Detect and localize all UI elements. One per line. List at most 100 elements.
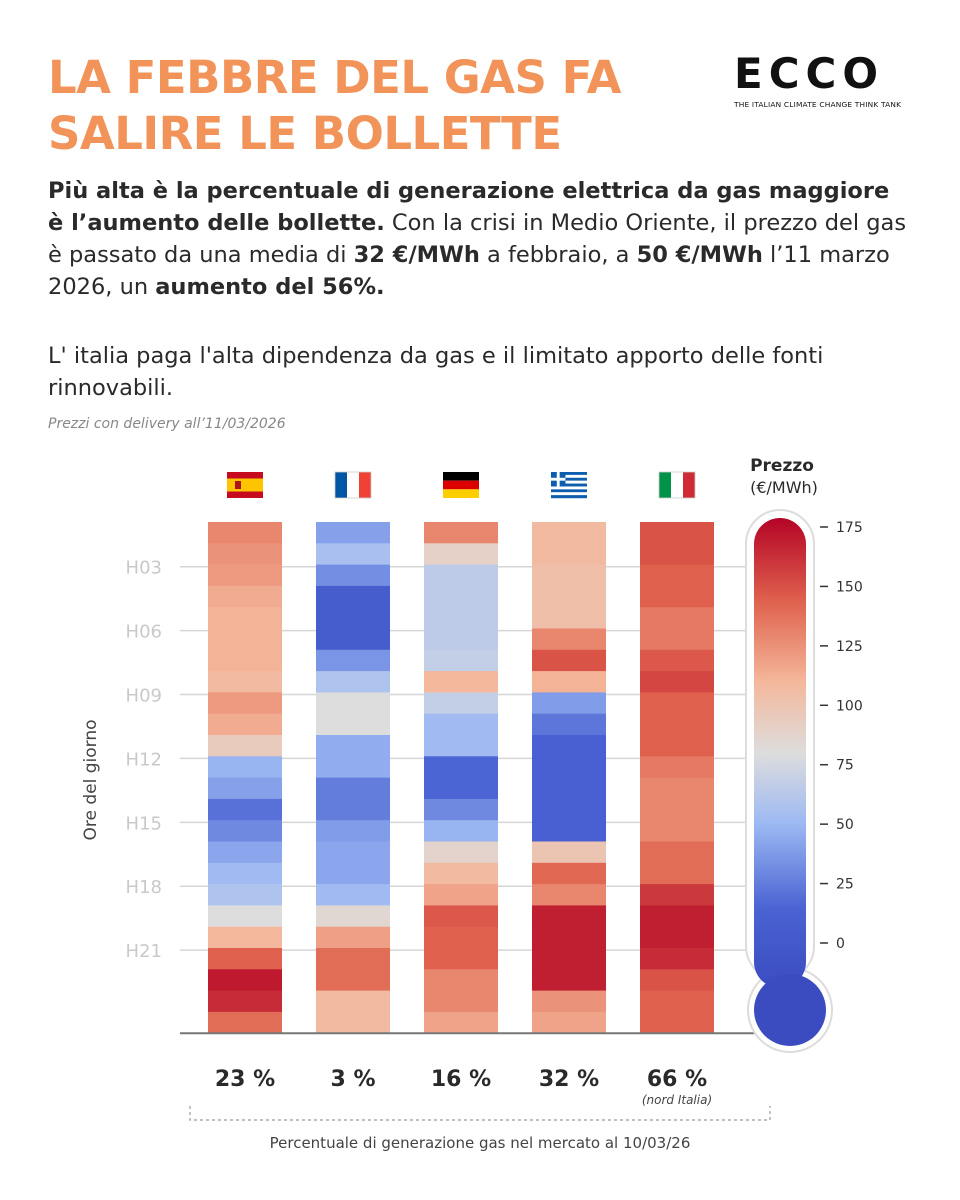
heatmap-cell-fr-h10 [316, 713, 390, 736]
gas-share-label-gr: 32 % [539, 1067, 599, 1092]
heatmap-cell-fr-h1 [316, 522, 390, 544]
heatmap-cell-it-h15 [640, 820, 714, 843]
heatmap-cell-de-h4 [424, 585, 498, 608]
flag-stripe [335, 472, 347, 498]
flag-stripe [443, 472, 479, 481]
heatmap-cell-es-h22 [208, 969, 282, 992]
heatmap-cell-es-h7 [208, 649, 282, 672]
heatmap-cell-gr-h15 [532, 820, 606, 843]
intro-bold-4: aumento del 56%. [155, 274, 385, 300]
gas-share-label-es: 23 % [215, 1067, 275, 1092]
flag-emblem [235, 481, 241, 489]
heatmap-cell-de-h19 [424, 905, 498, 928]
intro-bold-2: 32 €/MWh [353, 242, 480, 268]
heatmap-cell-gr-h22 [532, 969, 606, 992]
heatmap-cell-it-h11 [640, 735, 714, 757]
heatmap-cell-es-h2 [208, 543, 282, 566]
flag-stripe [659, 472, 671, 498]
heatmap-cell-es-h10 [208, 713, 282, 736]
heatmap-cell-fr-h7 [316, 649, 390, 672]
flag-it [658, 471, 696, 499]
heatmap-cell-es-h18 [208, 884, 282, 906]
heatmap-cell-fr-h20 [316, 926, 390, 949]
heatmap-cell-gr-h3 [532, 564, 606, 587]
heatmap-cell-fr-h5 [316, 607, 390, 630]
intro-paragraph: Più alta è la percentuale di generazione… [48, 175, 908, 303]
heatmap-cell-de-h22 [424, 969, 498, 992]
heatmap-cell-de-h8 [424, 671, 498, 693]
flag-stripe [683, 472, 695, 498]
heatmap-cell-fr-h9 [316, 692, 390, 715]
intro-text-3: l’11 marzo 2026, un [48, 242, 890, 300]
heatmap-cell-it-h22 [640, 969, 714, 992]
heatmap-cell-gr-h5 [532, 607, 606, 630]
heatmap-cell-es-h13 [208, 777, 282, 800]
heatmap-cell-it-h6 [640, 628, 714, 651]
flag-stripe [551, 492, 587, 496]
heatmap-cell-es-h23 [208, 990, 282, 1013]
heatmap-cell-gr-h20 [532, 926, 606, 949]
heatmap-cell-de-h5 [424, 607, 498, 630]
heatmap-cell-gr-h12 [532, 756, 606, 779]
flag-stripe [551, 483, 587, 487]
title-line-1: LA FEBBRE DEL GAS FA [48, 51, 621, 104]
heatmap-cell-fr-h23 [316, 990, 390, 1013]
delivery-note: Prezzi con delivery all’11/03/2026 [48, 416, 286, 432]
flag-stripe [443, 480, 479, 490]
heatmap-cell-fr-h6 [316, 628, 390, 651]
flag-stripe [359, 472, 371, 498]
heatmap-cell-es-h14 [208, 798, 282, 821]
logo-tagline: THE ITALIAN CLIMATE CHANGE THINK TANK [734, 100, 902, 109]
y-tick-label: H12 [126, 749, 162, 770]
gas-share-note-it: (nord Italia) [642, 1093, 712, 1107]
heatmap-cell-fr-h11 [316, 735, 390, 757]
heatmap-cell-it-h8 [640, 671, 714, 693]
heatmap-cell-gr-h16 [532, 841, 606, 864]
heatmap-cell-gr-h4 [532, 585, 606, 608]
y-tick-label: H06 [126, 622, 162, 643]
heatmap-cell-de-h16 [424, 841, 498, 864]
heatmap-cell-gr-h11 [532, 735, 606, 757]
heatmap-cell-gr-h24 [532, 1011, 606, 1034]
heatmap-cell-es-h21 [208, 948, 282, 970]
heatmap-cell-de-h1 [424, 522, 498, 544]
heatmap-cell-gr-h14 [532, 798, 606, 821]
colorbar-tick-label: 0 [836, 936, 845, 952]
heatmap-cell-it-h24 [640, 1011, 714, 1034]
heatmap-cell-it-h12 [640, 756, 714, 779]
y-tick-label: H21 [126, 941, 162, 962]
heatmap-cell-it-h1 [640, 522, 714, 544]
heatmap-cell-de-h2 [424, 543, 498, 566]
heatmap-cell-es-h4 [208, 585, 282, 608]
intro-bold-3: 50 €/MWh [636, 242, 763, 268]
flag-stripe [671, 472, 683, 498]
heatmap-cell-fr-h24 [316, 1011, 390, 1034]
flag-stripe [551, 486, 587, 490]
heatmap-cell-fr-h19 [316, 905, 390, 928]
heatmap-cell-gr-h17 [532, 862, 606, 885]
heatmap-cell-es-h5 [208, 607, 282, 630]
gas-share-caption: Percentuale di generazione gas nel merca… [269, 1134, 691, 1152]
heatmap-cell-gr-h18 [532, 884, 606, 906]
heatmap-cell-it-h14 [640, 798, 714, 821]
colorbar-unit: (€/MWh) [750, 478, 818, 497]
gas-share-label-it: 66 % [647, 1067, 707, 1092]
heatmap-cell-gr-h7 [532, 649, 606, 672]
ecco-logo: ECCO THE ITALIAN CLIMATE CHANGE THINK TA… [734, 50, 914, 110]
heatmap-cell-es-h24 [208, 1011, 282, 1034]
gas-share-label-fr: 3 % [330, 1067, 375, 1092]
gas-share-bracket [189, 1106, 771, 1121]
heatmap-cell-it-h9 [640, 692, 714, 715]
heatmap-cell-de-h24 [424, 1011, 498, 1034]
colorbar-tick-label: 25 [836, 877, 854, 893]
dependency-paragraph: L' italia paga l'alta dipendenza da gas … [48, 343, 824, 401]
heatmap-cell-fr-h13 [316, 777, 390, 800]
heatmap-cell-it-h21 [640, 948, 714, 970]
heatmap-cell-gr-h21 [532, 948, 606, 970]
colorbar-tick-label: 100 [836, 698, 863, 714]
heatmap-cell-it-h19 [640, 905, 714, 928]
heatmap-cell-es-h17 [208, 862, 282, 885]
colorbar-tick-label: 175 [836, 520, 863, 536]
heatmap-cell-fr-h21 [316, 948, 390, 970]
thermometer-bulb [754, 974, 826, 1046]
